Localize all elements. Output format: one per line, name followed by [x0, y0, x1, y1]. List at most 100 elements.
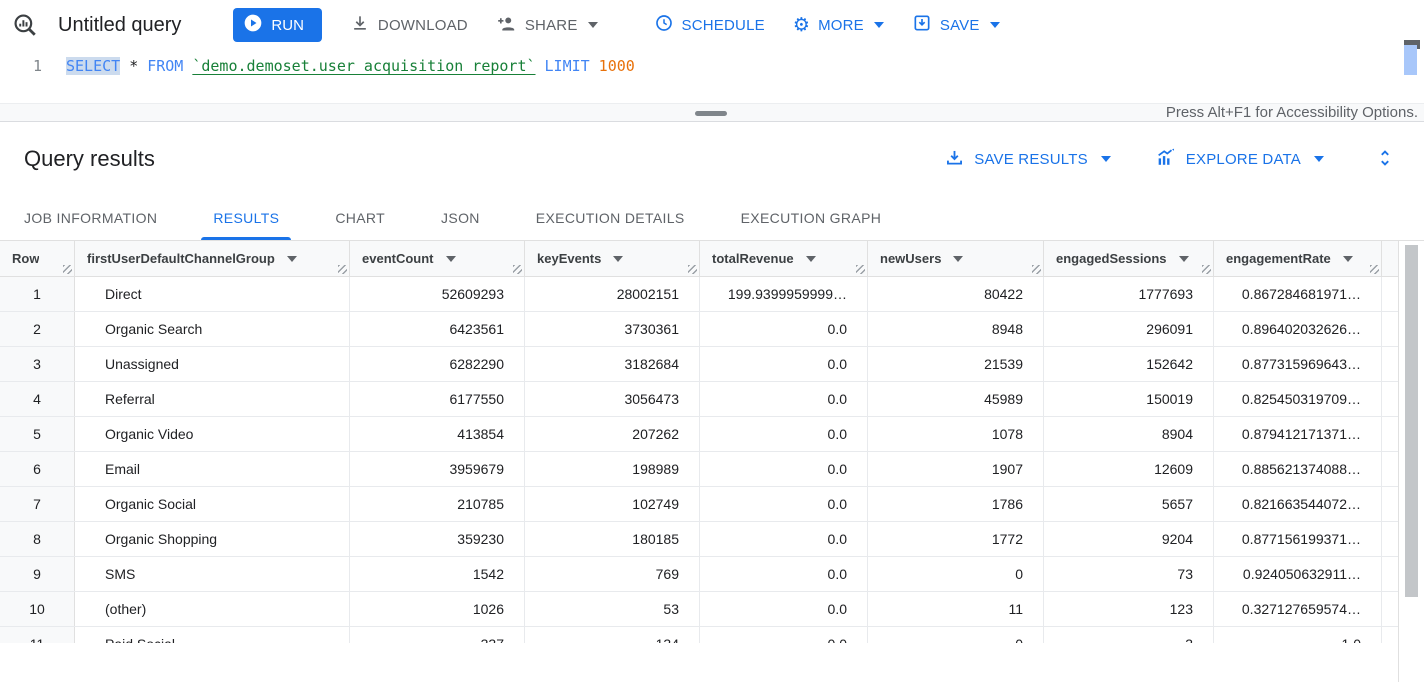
scrollbar-thumb[interactable]	[1405, 245, 1418, 597]
expand-panel-button[interactable]	[1374, 147, 1396, 172]
sql-editor[interactable]: 1 SELECT * FROM `demo.demoset.user_acquisit…	[0, 40, 1424, 103]
cell-newUsers: 80422	[868, 277, 1044, 311]
editor-scrollbar-thumb[interactable]	[1404, 45, 1417, 75]
cell-channel: Organic Video	[75, 417, 350, 451]
query-title: Untitled query	[58, 13, 182, 36]
cell-channel: Email	[75, 452, 350, 486]
cell-channel: Organic Search	[75, 312, 350, 346]
column-menu-icon[interactable]	[1178, 255, 1189, 262]
panel-resize-handle[interactable]	[695, 111, 727, 116]
cell-keyEvents: 207262	[525, 417, 700, 451]
tab-job-information[interactable]: JOB INFORMATION	[24, 196, 185, 240]
column-resize-handle[interactable]	[338, 265, 347, 274]
cell-totalRevenue: 0.0	[700, 452, 868, 486]
chevron-down-icon	[873, 22, 884, 28]
cell-row-number: 8	[0, 522, 75, 556]
more-button[interactable]: ⚙ MORE	[792, 13, 884, 36]
cell-row-number: 2	[0, 312, 75, 346]
cell-row-number: 7	[0, 487, 75, 521]
cell-eventCount: 359230	[350, 522, 525, 556]
cell-engagedSessions: 9204	[1044, 522, 1214, 556]
cell-eventCount: 337	[350, 627, 525, 643]
column-resize-handle[interactable]	[1032, 265, 1041, 274]
column-resize-handle[interactable]	[513, 265, 522, 274]
column-resize-handle[interactable]	[63, 265, 72, 274]
gear-icon: ⚙	[792, 13, 811, 36]
cell-channel: Organic Shopping	[75, 522, 350, 556]
save-icon	[912, 13, 932, 37]
sql-code-line[interactable]: SELECT * FROM `demo.demoset.user_acquisitio…	[66, 57, 635, 75]
table-vertical-scrollbar[interactable]	[1398, 241, 1424, 682]
cell-engagementRate: 0.877156199371…	[1214, 522, 1382, 556]
editor-overview-marker	[1404, 40, 1420, 49]
tab-json[interactable]: JSON	[413, 196, 508, 240]
cell-keyEvents: 3056473	[525, 382, 700, 416]
table-row: 7 Organic Social 210785 102749 0.0 1786 …	[0, 487, 1424, 522]
cell-engagedSessions: 8904	[1044, 417, 1214, 451]
column-header-engagementRate: engagementRate	[1214, 241, 1382, 276]
cell-totalRevenue: 0.0	[700, 522, 868, 556]
cell-engagementRate: 0.825450319709…	[1214, 382, 1382, 416]
table-body: 1 Direct 52609293 28002151 199.939995999…	[0, 277, 1424, 643]
cell-keyEvents: 102749	[525, 487, 700, 521]
column-menu-icon[interactable]	[1342, 255, 1353, 262]
tab-execution-details[interactable]: EXECUTION DETAILS	[508, 196, 713, 240]
tab-chart[interactable]: CHART	[307, 196, 413, 240]
cell-channel: Unassigned	[75, 347, 350, 381]
tab-execution-graph[interactable]: EXECUTION GRAPH	[713, 196, 910, 240]
cell-engagedSessions: 1777693	[1044, 277, 1214, 311]
cell-newUsers: 1772	[868, 522, 1044, 556]
cell-totalRevenue: 0.0	[700, 592, 868, 626]
column-resize-handle[interactable]	[688, 265, 697, 274]
save-results-button[interactable]: SAVE RESULTS	[944, 147, 1111, 172]
cell-engagedSessions: 3	[1044, 627, 1214, 643]
cell-engagedSessions: 73	[1044, 557, 1214, 591]
cell-totalRevenue: 0.0	[700, 312, 868, 346]
chevron-down-icon	[1314, 156, 1324, 162]
cell-engagementRate: 1.0	[1214, 627, 1382, 643]
cell-row-number: 11	[0, 627, 75, 643]
cell-engagementRate: 0.879412171371…	[1214, 417, 1382, 451]
save-button[interactable]: SAVE	[912, 13, 1000, 37]
cell-engagementRate: 0.924050632911…	[1214, 557, 1382, 591]
table-row: 1 Direct 52609293 28002151 199.939995999…	[0, 277, 1424, 312]
cell-newUsers: 45989	[868, 382, 1044, 416]
explore-data-button[interactable]: EXPLORE DATA	[1155, 146, 1324, 172]
run-button[interactable]: RUN	[233, 8, 322, 42]
download-icon	[350, 13, 370, 37]
cell-engagedSessions: 296091	[1044, 312, 1214, 346]
column-menu-icon[interactable]	[445, 255, 456, 262]
download-button[interactable]: DOWNLOAD	[350, 13, 468, 37]
cell-channel: Paid Social	[75, 627, 350, 643]
cell-keyEvents: 53	[525, 592, 700, 626]
clock-icon	[654, 13, 674, 37]
share-button[interactable]: SHARE	[496, 13, 598, 38]
cell-newUsers: 11	[868, 592, 1044, 626]
cell-newUsers: 0	[868, 627, 1044, 643]
schedule-button[interactable]: SCHEDULE	[654, 13, 765, 37]
column-resize-handle[interactable]	[1202, 265, 1211, 274]
cell-row-number: 3	[0, 347, 75, 381]
query-results-panel: Query results SAVE RESULTS	[0, 122, 1424, 685]
sql-table-reference[interactable]: `demo.demoset.user_acquisition_report`	[192, 57, 536, 75]
cell-keyEvents: 769	[525, 557, 700, 591]
column-menu-icon[interactable]	[613, 255, 624, 262]
cell-engagedSessions: 152642	[1044, 347, 1214, 381]
cell-eventCount: 1026	[350, 592, 525, 626]
column-menu-icon[interactable]	[805, 255, 816, 262]
cell-newUsers: 0	[868, 557, 1044, 591]
tab-results[interactable]: RESULTS	[185, 196, 307, 240]
cell-totalRevenue: 0.0	[700, 347, 868, 381]
cell-totalRevenue: 0.0	[700, 627, 868, 643]
table-row: 11 Paid Social 337 134 0.0 0 3 1.0	[0, 627, 1424, 643]
table-row: 6 Email 3959679 198989 0.0 1907 12609 0.…	[0, 452, 1424, 487]
column-resize-handle[interactable]	[1370, 265, 1379, 274]
query-editor-toolbar: Untitled query RUN DOWNLOAD SHARE	[0, 0, 1424, 50]
cell-keyEvents: 198989	[525, 452, 700, 486]
column-menu-icon[interactable]	[286, 255, 297, 262]
column-menu-icon[interactable]	[953, 255, 964, 262]
table-row: 4 Referral 6177550 3056473 0.0 45989 150…	[0, 382, 1424, 417]
column-resize-handle[interactable]	[856, 265, 865, 274]
chart-insights-icon	[1155, 146, 1177, 172]
cell-channel: Organic Social	[75, 487, 350, 521]
